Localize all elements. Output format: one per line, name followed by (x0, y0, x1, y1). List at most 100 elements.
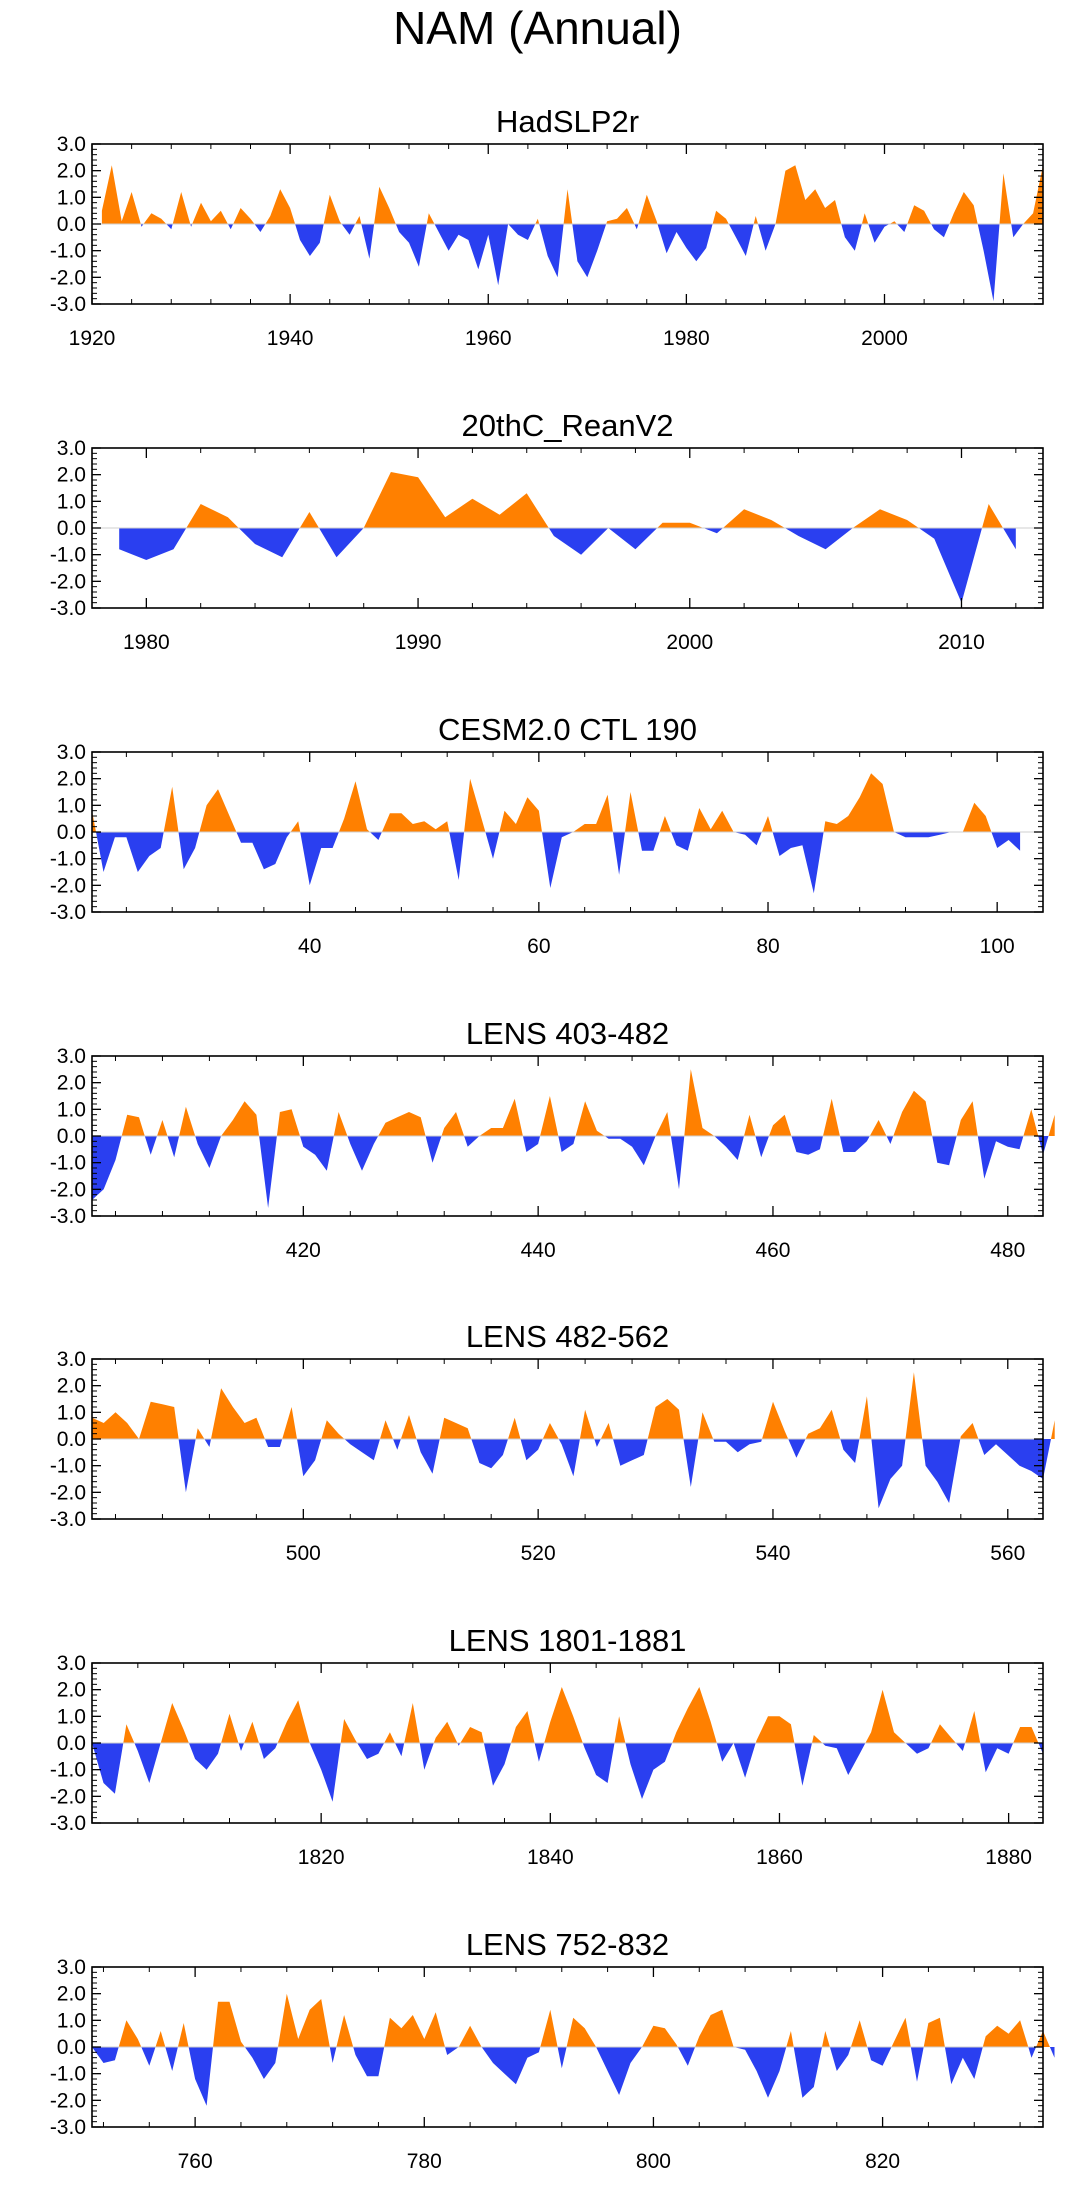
y-tick-label: 1.0 (57, 490, 86, 513)
x-tick-label: 2000 (666, 631, 713, 654)
positive-area (92, 1687, 1043, 1743)
y-tick-label: 0.0 (57, 1732, 86, 1755)
y-tick-label: 0.0 (57, 821, 86, 844)
y-tick-label: 1.0 (57, 2009, 86, 2032)
y-tick-label: 0.0 (57, 213, 86, 236)
x-tick-label: 800 (636, 2150, 671, 2173)
x-tick-label: 820 (865, 2150, 900, 2173)
negative-area (119, 528, 1016, 603)
y-tick-label: -3.0 (50, 293, 86, 316)
positive-area (92, 773, 1021, 832)
x-tick-label: 2010 (938, 631, 985, 654)
y-tick-label: -1.0 (50, 1152, 86, 1175)
y-tick-label: 2.0 (57, 160, 86, 183)
negative-area (92, 1743, 1043, 1802)
panel-title: LENS 403-482 (466, 1016, 669, 1051)
x-tick-label: 1820 (298, 1846, 345, 1869)
y-tick-label: 2.0 (57, 768, 86, 791)
x-tick-label: 440 (521, 1239, 556, 1262)
x-tick-label: 1940 (267, 327, 314, 350)
x-tick-label: 80 (756, 935, 779, 958)
panel-5: LENS 482-562 3.0 2.0 1.0 0.0 -1.0 -2.0 -3.0 500 5… (50, 1319, 1055, 1565)
y-tick-label: -3.0 (50, 1205, 86, 1228)
y-tick-label: -1.0 (50, 544, 86, 567)
y-tick-label: -1.0 (50, 848, 86, 871)
x-tick-label: 460 (755, 1239, 790, 1262)
y-tick-label: -3.0 (50, 597, 86, 620)
y-tick-label: 0.0 (57, 1428, 86, 1451)
y-tick-label: -3.0 (50, 1508, 86, 1531)
x-tick-label: 60 (527, 935, 550, 958)
x-tick-label: 1860 (756, 1846, 803, 1869)
figure-title: NAM (Annual) (393, 2, 682, 54)
y-tick-label: 3.0 (57, 437, 86, 460)
panel-7: LENS 752-832 3.0 2.0 1.0 0.0 -1.0 -2.0 -3.0 760 7… (50, 1927, 1055, 2173)
y-tick-label: -3.0 (50, 1812, 86, 1835)
panel-title: LENS 1801-1881 (449, 1623, 687, 1658)
y-tick-label: 2.0 (57, 1983, 86, 2006)
panel-title: LENS 752-832 (466, 1927, 669, 1962)
x-tick-label: 1840 (527, 1846, 574, 1869)
negative-area (92, 2047, 1055, 2106)
y-tick-label: -1.0 (50, 240, 86, 263)
x-tick-label: 540 (755, 1542, 790, 1565)
y-tick-label: -3.0 (50, 901, 86, 924)
y-tick-label: 3.0 (57, 133, 86, 156)
y-tick-label: -2.0 (50, 1178, 86, 1201)
y-tick-label: 2.0 (57, 1072, 86, 1095)
y-tick-label: 0.0 (57, 2036, 86, 2059)
y-tick-label: 0.0 (57, 1125, 86, 1148)
panel-3: CESM2.0 CTL 190 3.0 2.0 1.0 0.0 -1.0 -2.0 -3.0 4… (50, 712, 1044, 958)
panel-title: HadSLP2r (496, 104, 639, 139)
y-tick-label: 3.0 (57, 1956, 86, 1979)
positive-area (92, 1372, 1055, 1439)
positive-area (92, 1993, 1055, 2047)
negative-area (101, 224, 1043, 302)
y-tick-label: 2.0 (57, 1679, 86, 1702)
y-tick-label: -2.0 (50, 1481, 86, 1504)
x-tick-label: 1920 (69, 327, 116, 350)
y-tick-label: 1.0 (57, 1098, 86, 1121)
y-tick-label: -2.0 (50, 1785, 86, 1808)
y-tick-label: -2.0 (50, 266, 86, 289)
x-tick-label: 1990 (395, 631, 442, 654)
x-tick-label: 480 (990, 1239, 1025, 1262)
x-tick-label: 420 (286, 1239, 321, 1262)
y-tick-label: -3.0 (50, 2116, 86, 2139)
x-tick-label: 520 (521, 1542, 556, 1565)
panel-1: HadSLP2r 3.0 2.0 1.0 0.0 -1.0 -2.0 -3.0 1920 1940… (50, 104, 1044, 350)
x-tick-label: 560 (990, 1542, 1025, 1565)
positive-area (92, 1069, 1055, 1136)
x-tick-label: 760 (178, 2150, 213, 2173)
y-tick-label: 3.0 (57, 1045, 86, 1068)
x-tick-label: 2000 (861, 327, 908, 350)
positive-area (101, 165, 1043, 224)
negative-area (92, 1136, 1055, 1208)
panel-6: LENS 1801-1881 3.0 2.0 1.0 0.0 -1.0 -2.0 -3.0 18… (50, 1623, 1044, 1869)
y-tick-label: 1.0 (57, 1705, 86, 1728)
panel-title: 20thC_ReanV2 (462, 408, 674, 443)
x-tick-label: 1980 (663, 327, 710, 350)
y-tick-label: 3.0 (57, 1652, 86, 1675)
y-tick-label: -2.0 (50, 874, 86, 897)
x-tick-label: 100 (980, 935, 1015, 958)
y-tick-label: 3.0 (57, 741, 86, 764)
negative-area (92, 1439, 1055, 1509)
x-tick-label: 40 (298, 935, 321, 958)
panel-title: CESM2.0 CTL 190 (438, 712, 697, 747)
x-tick-label: 1980 (123, 631, 170, 654)
panel-title: LENS 482-562 (466, 1319, 669, 1354)
panel-2: 20thC_ReanV2 3.0 2.0 1.0 0.0 -1.0 -2.0 -3.0 1980… (50, 408, 1044, 654)
y-tick-label: 1.0 (57, 794, 86, 817)
y-tick-label: 1.0 (57, 1401, 86, 1424)
x-tick-label: 780 (407, 2150, 442, 2173)
y-tick-label: 2.0 (57, 464, 86, 487)
y-tick-label: -2.0 (50, 2089, 86, 2112)
y-tick-label: 0.0 (57, 517, 86, 540)
y-tick-label: 1.0 (57, 186, 86, 209)
y-tick-label: -2.0 (50, 570, 86, 593)
y-tick-label: 2.0 (57, 1375, 86, 1398)
y-tick-label: 3.0 (57, 1348, 86, 1371)
y-tick-label: -1.0 (50, 1759, 86, 1782)
